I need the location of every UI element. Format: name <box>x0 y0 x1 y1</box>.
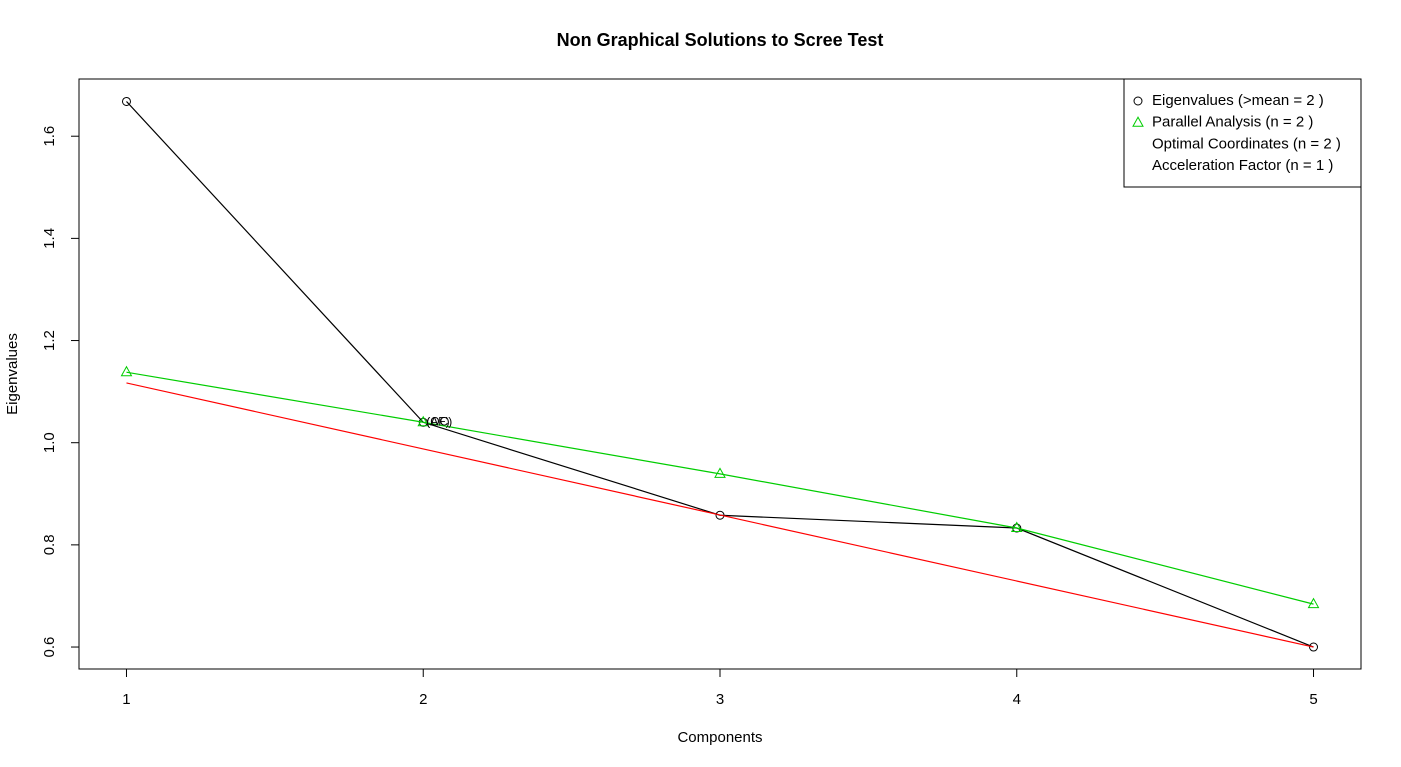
x-axis-label: Components <box>677 729 762 746</box>
y-tick-label: 1.0 <box>41 432 58 453</box>
y-tick-label: 1.4 <box>41 228 58 249</box>
point <box>1307 597 1320 609</box>
point <box>715 510 725 520</box>
point <box>120 365 133 377</box>
legend-box <box>1123 78 1362 188</box>
legend-label: Acceleration Factor (n = 1 ) <box>1152 157 1333 174</box>
y-tick-label: 1.6 <box>41 126 58 147</box>
series-line <box>126 371 1314 605</box>
y-axis-label: Eigenvalues <box>4 333 21 415</box>
y-tick-label: 0.6 <box>41 637 58 658</box>
x-tick-label: 4 <box>1013 691 1021 708</box>
y-tick-label: 0.8 <box>41 534 58 555</box>
y-tick-label: 1.2 <box>41 330 58 351</box>
x-tick-label: 2 <box>419 691 427 708</box>
point <box>121 96 131 106</box>
annotation: (AF) <box>426 414 449 428</box>
point <box>1010 521 1023 533</box>
legend-symbol <box>1132 116 1144 127</box>
legend-symbol <box>1133 96 1143 106</box>
annotation: (OC) <box>426 414 452 428</box>
series-line <box>126 382 1314 648</box>
legend-label: Optimal Coordinates (n = 2 ) <box>1152 135 1341 152</box>
point <box>714 467 726 478</box>
chart-title: Non Graphical Solutions to Scree Test <box>557 30 884 50</box>
point <box>1309 642 1319 652</box>
x-tick-label: 1 <box>122 691 130 708</box>
point <box>417 415 430 427</box>
x-tick-label: 5 <box>1309 691 1317 708</box>
legend-label: Eigenvalues (>mean = 2 ) <box>1152 92 1324 109</box>
legend-label: Parallel Analysis (n = 2 ) <box>1152 114 1313 131</box>
x-tick-label: 3 <box>716 691 724 708</box>
